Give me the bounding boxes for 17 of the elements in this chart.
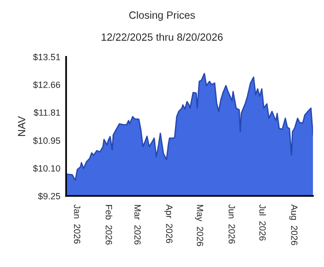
- y-tick-label: $10.10: [33, 164, 60, 172]
- x-tick-label: Jul 2026: [259, 204, 266, 241]
- x-tick-label: Mar 2026: [134, 205, 141, 245]
- y-tick-label: $12.66: [33, 81, 60, 89]
- x-tick-label: May 2026: [195, 205, 204, 246]
- x-tick-label: Jun 2026: [228, 204, 235, 244]
- y-tick-label: $13.51: [33, 53, 60, 61]
- chart-subtitle: 12/22/2025 thru 8/20/2026: [102, 33, 223, 41]
- y-tick-label: $9.25: [38, 192, 60, 200]
- y-axis-title: NAV: [18, 116, 26, 136]
- x-tick-label: Feb 2026: [106, 205, 112, 245]
- x-tick-label: Aug 2026: [289, 204, 298, 246]
- chart-title: Closing Prices: [129, 11, 195, 21]
- x-tick-label: Apr 2026: [164, 204, 173, 244]
- y-tick-label: $10.95: [33, 137, 60, 144]
- x-tick-label: Jan 2026: [74, 204, 80, 244]
- y-tick-label: $11.81: [34, 108, 60, 116]
